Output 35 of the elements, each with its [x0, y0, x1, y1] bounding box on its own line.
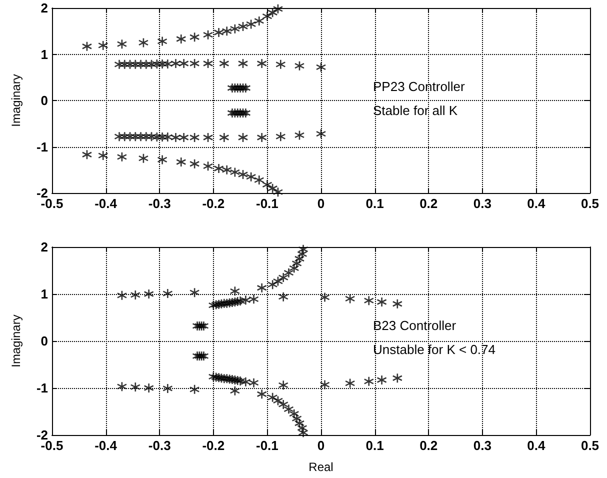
y-tick-label: 1 [40, 46, 48, 62]
x-tick-label: 0 [317, 196, 325, 211]
y-tick-label: 0 [40, 334, 48, 348]
x-tick-label: 0.1 [366, 196, 384, 211]
annotation: Unstable for K < 0.74 [373, 342, 496, 357]
x-tick-label: 0.3 [473, 438, 492, 453]
x-tick-label: 0.4 [527, 196, 546, 211]
y-tick-label: 1 [40, 286, 48, 302]
x-tick-label: 0.5 [580, 438, 600, 453]
x-tick-label: 0.1 [366, 438, 384, 453]
x-tick-label: 0.3 [473, 196, 492, 211]
x-tick-label: 0.5 [580, 196, 600, 211]
x-tick-label: -0.2 [202, 438, 225, 453]
y-axis-title: Imaginary [9, 74, 23, 127]
x-axis-title: Real [308, 460, 334, 474]
x-tick-label: -0.3 [148, 438, 171, 453]
x-tick-label: 0.2 [420, 438, 438, 453]
x-tick-label: -0.3 [148, 196, 171, 211]
y-tick-label: 0 [40, 93, 48, 108]
annotation: B23 Controller [373, 318, 457, 333]
y-axis-title: Imaginary [9, 314, 23, 368]
x-tick-label: -0.4 [94, 438, 118, 453]
x-tick-label: -0.2 [202, 196, 225, 211]
y-tick-label: -1 [36, 380, 48, 396]
y-tick-label: -1 [36, 139, 48, 154]
x-tick-label: 0.4 [527, 438, 546, 453]
x-tick-label: -0.4 [94, 196, 118, 211]
x-tick-label: -0.1 [256, 196, 278, 211]
annotation: Stable for all K [373, 103, 458, 118]
x-tick-label: 0.2 [420, 196, 438, 211]
x-tick-label: -0.1 [256, 438, 278, 453]
annotation: PP23 Controller [373, 79, 466, 94]
y-tick-label: 2 [40, 240, 48, 254]
y-tick-label: 2 [40, 0, 48, 16]
x-tick-label: 0 [317, 438, 325, 453]
